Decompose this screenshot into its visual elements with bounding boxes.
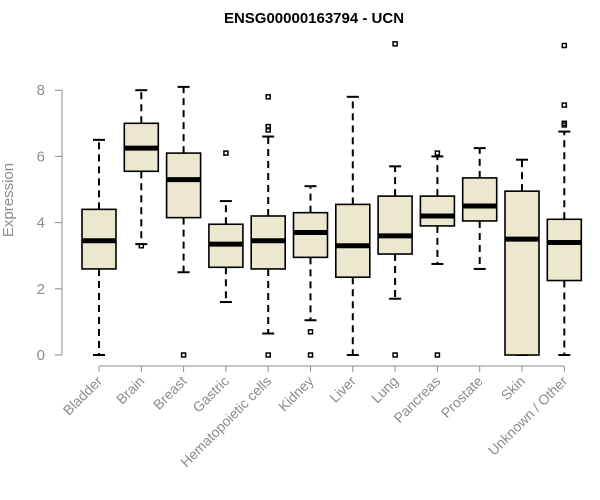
x-tick-label: Brain <box>113 373 147 407</box>
x-tick-label: Bladder <box>60 373 106 419</box>
outlier-point <box>561 102 568 108</box>
box-group-kidney <box>292 185 329 358</box>
box-group-bladder <box>81 138 117 356</box>
x-tick-label: Prostate <box>438 373 486 421</box>
outlier-point <box>434 352 441 358</box>
x-tick-label: Pancreas <box>390 373 443 426</box>
outlier-point <box>561 120 568 127</box>
box-group-liver <box>334 95 371 356</box>
y-tick-label: 8 <box>37 82 45 99</box>
y-tick-label: 6 <box>37 148 45 165</box>
box-group-skin <box>504 158 540 356</box>
box-group-gastric <box>208 150 244 304</box>
box-iqr <box>165 152 202 219</box>
outlier-point <box>138 243 145 249</box>
y-tick-label: 4 <box>37 215 45 232</box>
y-axis-label: Expression <box>0 163 17 237</box>
outlier-point <box>392 41 398 47</box>
outlier-point <box>265 123 271 130</box>
outlier-point <box>265 352 271 358</box>
box-group-brain <box>123 89 160 249</box>
x-tick-label: Lung <box>368 373 401 406</box>
y-axis: 0 2 4 6 8 <box>37 82 63 364</box>
x-tick-label: Kidney <box>275 373 317 415</box>
outlier-point <box>265 94 271 100</box>
box-iqr <box>334 203 371 279</box>
box-group-prostate <box>461 147 498 270</box>
outlier-point <box>392 352 398 358</box>
box-iqr <box>419 195 456 227</box>
outlier-point <box>223 150 229 156</box>
chart-title: ENSG00000163794 - UCN <box>224 10 404 27</box>
outlier-point <box>434 150 441 156</box>
box-iqr <box>546 218 583 282</box>
x-tick-label: Liver <box>326 373 359 406</box>
outlier-point <box>180 352 187 358</box>
outlier-point <box>307 329 314 335</box>
box-iqr <box>461 177 498 222</box>
box-group-lung <box>377 41 413 358</box>
x-tick-label: Unknown / Other <box>485 373 571 459</box>
outlier-point <box>307 352 314 358</box>
box-group-breast <box>165 85 202 358</box>
box-iqr <box>377 195 413 255</box>
box-iqr <box>504 190 540 356</box>
outlier-point <box>561 42 568 49</box>
y-tick-label: 2 <box>37 281 45 298</box>
box-group-hematopoietic-cells <box>250 94 286 358</box>
x-tick-label: Skin <box>498 373 529 404</box>
box-group-unknown-other <box>546 42 583 356</box>
y-tick-label: 0 <box>37 347 45 364</box>
box-group-pancreas <box>419 150 456 358</box>
plot-area <box>81 41 583 358</box>
x-tick-label: Breast <box>150 373 190 413</box>
